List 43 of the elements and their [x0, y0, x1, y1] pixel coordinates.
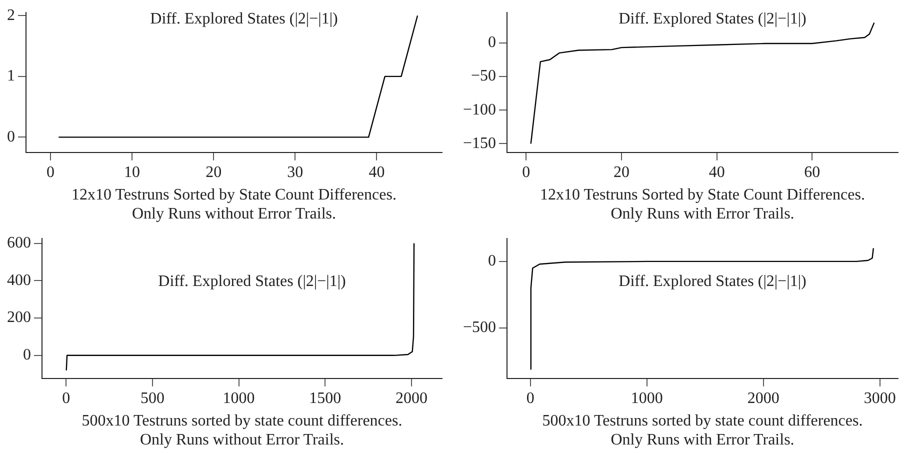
x-tick-label: 20	[613, 164, 630, 182]
y-tick-label: 0	[488, 252, 496, 270]
x-tick-label: 0	[62, 390, 70, 408]
text: Diff. Explored States (|2|−|1|)	[618, 272, 806, 290]
x-tick-label: 3000	[864, 390, 896, 408]
x-tick-label: 20	[206, 164, 222, 182]
x-axis-title: 500x10 Testruns sorted by state count differences.	[82, 412, 402, 430]
x-tick-label: 0	[46, 164, 54, 182]
y-tick-label: 200	[7, 309, 31, 326]
y-tick-label: 400	[7, 272, 31, 289]
x-axis-title: 500x10 Testruns sorted by state count differences.	[542, 412, 863, 430]
x-tick-label: 10	[124, 164, 140, 182]
y-tick-label: 600	[7, 234, 31, 252]
text: Only Runs without Error Trails.	[132, 206, 336, 223]
y-tick-label: 0	[488, 34, 496, 52]
text: Only Runs without Error Trails.	[140, 432, 344, 449]
y-tick-label: 2	[7, 6, 15, 24]
x-tick-label: 1500	[309, 390, 342, 408]
x-tick-label: 0	[526, 390, 534, 408]
y-tick-label: 0	[23, 346, 31, 364]
x-tick-label: 30	[287, 164, 304, 182]
x-tick-label: 60	[804, 164, 820, 182]
x-tick-label: 2000	[395, 390, 428, 408]
x-tick-label: 1000	[222, 390, 255, 408]
chart-title: Diff. Explored States (|2|−|1|)	[618, 10, 806, 28]
x-tick-label: 40	[708, 164, 725, 182]
text: Only Runs with Error Trails.	[610, 206, 794, 223]
x-tick-label: 500	[140, 390, 164, 408]
y-tick-label: −150	[462, 134, 496, 152]
text: Only Runs with Error Trails.	[610, 432, 794, 449]
x-tick-label: 0	[522, 164, 530, 182]
y-tick-label: −50	[470, 68, 496, 85]
x-axis-title: 12x10 Testruns Sorted by State Count Differences.	[540, 186, 865, 204]
x-tick-label: 40	[368, 164, 385, 182]
y-tick-label: −100	[462, 101, 496, 118]
x-axis-title: 12x10 Testruns Sorted by State Count Differences.	[72, 186, 396, 204]
y-tick-label: 0	[7, 128, 15, 146]
chart-title: Diff. Explored States (|2|−|1|)	[150, 10, 338, 28]
y-tick-label: −500	[462, 319, 496, 336]
x-tick-label: 1000	[630, 390, 663, 408]
text: Diff. Explored States (|2|−|1|)	[158, 272, 346, 290]
x-tick-label: 2000	[747, 390, 780, 408]
y-tick-label: 1	[7, 68, 15, 85]
